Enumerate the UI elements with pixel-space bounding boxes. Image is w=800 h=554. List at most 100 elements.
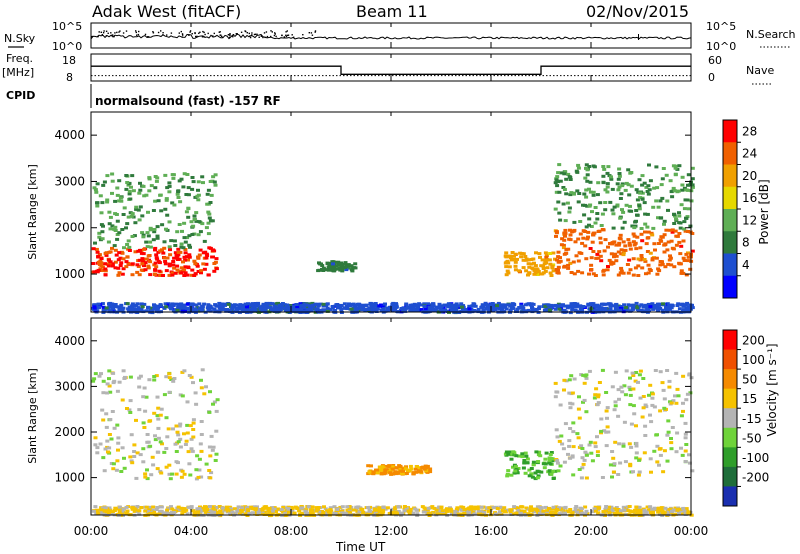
heatmap-cell [117, 271, 122, 275]
heatmap-cell [187, 307, 191, 311]
heatmap-cell [512, 257, 516, 261]
heatmap-cell [662, 250, 667, 254]
heatmap-cell [195, 509, 200, 513]
heatmap-cell [599, 429, 604, 433]
heatmap-cell [631, 257, 636, 261]
heatmap-cell [433, 309, 438, 312]
heatmap-cell [477, 509, 482, 513]
heatmap-cell [204, 462, 209, 466]
heatmap-cell [660, 506, 665, 510]
heatmap-cell [151, 238, 156, 242]
heatmap-cell [265, 512, 270, 516]
heatmap-cell [606, 245, 610, 249]
cpid-text: normalsound (fast) -157 RF [95, 94, 281, 108]
heatmap-cell [117, 505, 122, 509]
heatmap-cell [166, 303, 171, 307]
heatmap-cell [292, 304, 297, 308]
heatmap-cell [228, 507, 233, 511]
heatmap-cell [596, 511, 601, 515]
heatmap-cell [141, 260, 146, 264]
heatmap-cell [679, 446, 683, 450]
y-tick-label: 1000 [54, 267, 85, 281]
heatmap-cell [183, 240, 188, 244]
heatmap-cell [331, 262, 335, 266]
heatmap-cell [191, 509, 196, 513]
heatmap-cell [581, 462, 586, 466]
heatmap-cell [448, 305, 453, 309]
heatmap-cell [665, 433, 670, 437]
heatmap-cell [122, 246, 126, 250]
heatmap-cell [303, 303, 308, 307]
nsky-point [97, 35, 99, 38]
nsky-point [195, 35, 197, 38]
heatmap-cell [520, 452, 525, 456]
heatmap-cell [571, 229, 576, 233]
heatmap-cell [449, 509, 454, 513]
heatmap-cell [648, 251, 653, 255]
heatmap-cell [517, 306, 522, 309]
heatmap-cell [562, 304, 567, 308]
heatmap-cell [325, 309, 330, 313]
heatmap-cell [280, 302, 285, 305]
heatmap-cell [572, 510, 577, 513]
heatmap-cell [154, 179, 159, 183]
heatmap-cell [576, 200, 581, 204]
heatmap-cell [393, 471, 398, 475]
heatmap-cell [446, 302, 451, 306]
heatmap-cell [426, 511, 431, 515]
heatmap-cell [543, 258, 548, 262]
heatmap-cell [192, 218, 197, 221]
heatmap-cell [616, 414, 621, 418]
x-tick-label: 12:00 [374, 524, 409, 538]
colorbar-swatch [723, 275, 737, 299]
heatmap-cell [551, 269, 556, 273]
heatmap-cell [507, 265, 512, 269]
heatmap-cell [221, 307, 226, 311]
heatmap-cell [658, 199, 663, 203]
heatmap-cell [644, 510, 649, 514]
heatmap-cell [117, 199, 122, 203]
heatmap-cell [479, 510, 484, 514]
heatmap-cell [119, 507, 124, 511]
nsearch-tick-bottom: 10^0 [706, 40, 736, 53]
heatmap-cell [655, 308, 660, 312]
heatmap-cell [567, 391, 572, 395]
heatmap-cell [645, 304, 650, 308]
heatmap-cell [270, 302, 275, 306]
heatmap-cell [205, 202, 210, 206]
heatmap-cell [253, 302, 258, 306]
velocity-colorbar-label: Velocity [m s⁻¹] [765, 343, 779, 436]
heatmap-cell [658, 263, 663, 267]
colorbar-swatch [723, 408, 737, 429]
heatmap-cell [170, 273, 175, 277]
heatmap-cell [137, 258, 142, 262]
heatmap-cell [187, 234, 192, 238]
heatmap-cell [344, 268, 349, 272]
heatmap-cell [200, 222, 205, 226]
heatmap-cell [467, 510, 472, 514]
heatmap-cell [505, 472, 510, 476]
heatmap-cell [567, 378, 572, 382]
heatmap-cell [681, 401, 685, 405]
heatmap-cell [377, 465, 382, 469]
heatmap-cell [146, 234, 151, 238]
heatmap-cell [422, 467, 427, 471]
heatmap-cell [451, 304, 455, 308]
heatmap-cell [164, 416, 169, 420]
heatmap-cell [610, 242, 615, 246]
heatmap-cell [195, 194, 200, 198]
nsky-point [102, 32, 105, 34]
nsky-point [270, 35, 272, 38]
nsky-point [291, 34, 293, 36]
nsky-point [110, 32, 112, 34]
heatmap-cell [325, 262, 330, 266]
heatmap-cell [135, 270, 140, 274]
heatmap-cell [585, 173, 590, 177]
heatmap-cell [683, 432, 688, 436]
heatmap-cell [164, 305, 169, 309]
heatmap-cell [467, 304, 472, 308]
heatmap-cell [136, 306, 141, 310]
heatmap-cell [132, 443, 137, 447]
heatmap-cell [591, 231, 596, 235]
heatmap-cell [473, 505, 478, 509]
